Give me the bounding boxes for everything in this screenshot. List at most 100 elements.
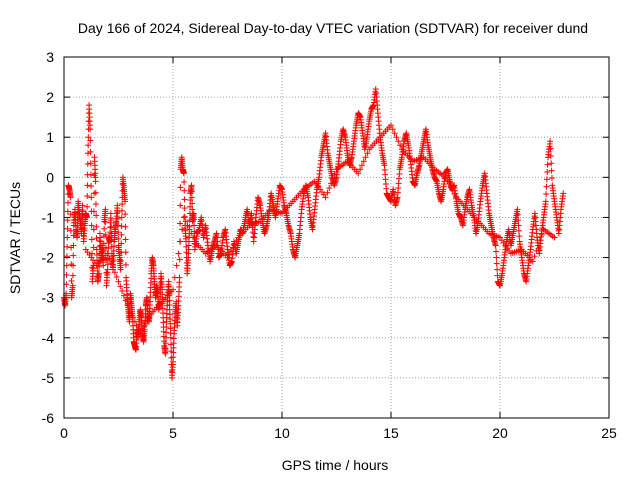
data-point bbox=[535, 242, 542, 249]
data-point bbox=[84, 150, 91, 157]
data-point bbox=[115, 235, 122, 242]
data-point bbox=[182, 218, 189, 225]
data-point bbox=[79, 208, 86, 215]
data-point bbox=[93, 235, 100, 242]
data-point bbox=[233, 237, 240, 244]
data-point bbox=[533, 247, 540, 254]
data-point bbox=[179, 226, 186, 233]
data-point bbox=[122, 297, 129, 304]
y-tick-label: 1 bbox=[46, 129, 54, 145]
data-point bbox=[85, 142, 92, 149]
data-point bbox=[114, 222, 121, 229]
data-point bbox=[181, 213, 188, 220]
data-point bbox=[69, 272, 76, 279]
data-point bbox=[115, 278, 122, 285]
data-point bbox=[515, 227, 522, 234]
data-point bbox=[162, 345, 169, 352]
data-point bbox=[494, 266, 501, 273]
data-point bbox=[70, 252, 77, 259]
data-point bbox=[118, 223, 125, 230]
y-tick-label: -4 bbox=[42, 330, 55, 346]
data-point bbox=[536, 237, 543, 244]
data-point bbox=[67, 227, 74, 234]
data-point bbox=[514, 206, 521, 213]
data-point bbox=[389, 126, 396, 133]
data-point bbox=[547, 145, 554, 152]
data-point bbox=[108, 259, 115, 266]
data-point bbox=[163, 324, 170, 331]
data-point bbox=[544, 161, 551, 168]
data-point bbox=[188, 230, 195, 237]
data-point bbox=[162, 350, 169, 357]
data-point bbox=[181, 205, 188, 212]
data-point bbox=[322, 194, 329, 201]
data-point bbox=[104, 250, 111, 257]
x-tick-label: 25 bbox=[601, 425, 617, 441]
data-point bbox=[188, 182, 195, 189]
data-point bbox=[100, 240, 107, 247]
data-point bbox=[100, 262, 107, 269]
data-point bbox=[231, 241, 238, 248]
data-point bbox=[357, 166, 364, 173]
chart-title: Day 166 of 2024, Sidereal Day-to-day VTE… bbox=[78, 20, 588, 36]
data-point bbox=[117, 266, 124, 273]
data-point bbox=[514, 211, 521, 218]
data-point bbox=[64, 234, 71, 241]
data-point bbox=[126, 306, 133, 313]
data-point bbox=[79, 202, 86, 209]
data-point bbox=[181, 179, 188, 186]
data-point bbox=[84, 182, 91, 189]
x-tick-label: 10 bbox=[274, 425, 290, 441]
data-point bbox=[324, 189, 331, 196]
data-point bbox=[560, 190, 567, 197]
data-point bbox=[176, 256, 183, 263]
data-point bbox=[90, 244, 97, 251]
data-point bbox=[93, 212, 100, 219]
data-point bbox=[331, 170, 338, 177]
data-point bbox=[122, 211, 129, 218]
data-point bbox=[108, 217, 115, 224]
data-point bbox=[88, 236, 95, 243]
data-point bbox=[87, 126, 94, 133]
data-point bbox=[122, 236, 129, 243]
data-point bbox=[360, 158, 367, 165]
data-point bbox=[117, 283, 124, 290]
data-point bbox=[124, 302, 131, 309]
data-point bbox=[90, 226, 97, 233]
data-point bbox=[548, 160, 555, 167]
data-point bbox=[228, 247, 235, 254]
data-point bbox=[162, 340, 169, 347]
data-point bbox=[444, 177, 451, 184]
data-point bbox=[88, 183, 95, 190]
data-point bbox=[118, 207, 125, 214]
data-point bbox=[114, 215, 121, 222]
data-point bbox=[451, 191, 458, 198]
x-tick-label: 20 bbox=[492, 425, 508, 441]
data-point bbox=[224, 254, 231, 261]
data-point bbox=[122, 198, 129, 205]
data-point bbox=[189, 200, 196, 207]
data-point bbox=[108, 237, 115, 244]
data-point bbox=[74, 234, 81, 241]
data-point bbox=[131, 318, 138, 325]
data-point bbox=[515, 222, 522, 229]
data-points bbox=[61, 86, 567, 381]
data-point bbox=[181, 187, 188, 194]
data-point bbox=[113, 273, 120, 280]
data-point bbox=[122, 249, 129, 256]
data-point bbox=[542, 198, 549, 205]
data-point bbox=[177, 238, 184, 245]
data-point bbox=[133, 322, 140, 329]
data-point bbox=[64, 243, 71, 250]
data-point bbox=[88, 222, 95, 229]
data-point bbox=[135, 326, 142, 333]
data-point bbox=[543, 191, 550, 198]
data-point bbox=[122, 261, 129, 268]
data-point bbox=[110, 264, 117, 271]
data-point bbox=[173, 262, 180, 269]
data-point bbox=[105, 245, 112, 252]
data-point bbox=[529, 258, 536, 265]
data-point bbox=[87, 160, 94, 167]
data-point bbox=[358, 162, 365, 169]
